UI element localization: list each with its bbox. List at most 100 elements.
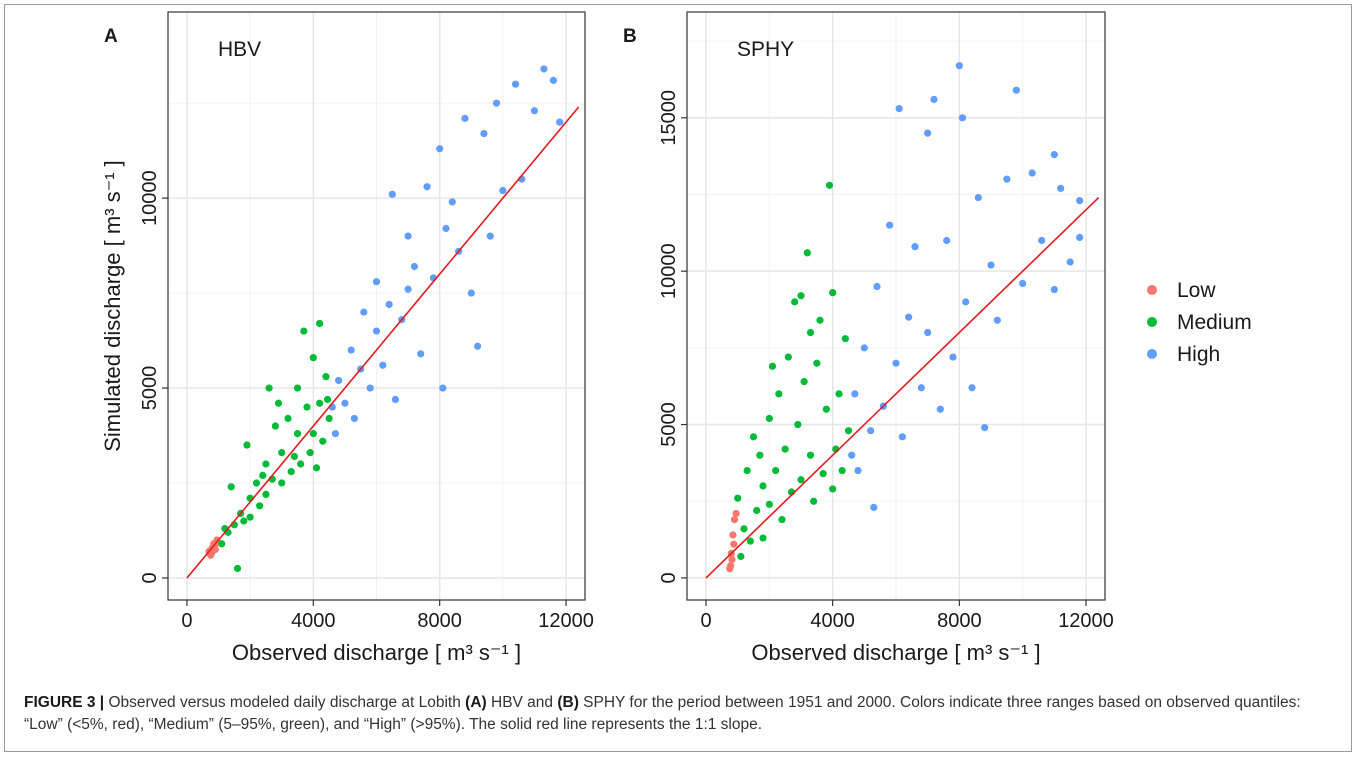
point <box>936 405 944 413</box>
point <box>486 232 494 240</box>
caption-ref: (A) <box>465 694 487 711</box>
point <box>284 414 292 423</box>
point <box>246 513 254 521</box>
x-tick-label: 12000 <box>538 610 594 632</box>
point <box>556 118 564 126</box>
point <box>730 540 738 548</box>
point <box>256 502 264 510</box>
point <box>873 282 881 291</box>
point <box>829 289 837 297</box>
point <box>775 390 783 398</box>
x-tick-label: 12000 <box>1058 610 1114 632</box>
point <box>746 537 754 545</box>
point <box>794 420 802 429</box>
x-tick-label: 0 <box>700 610 711 632</box>
point <box>784 353 792 361</box>
y-tick-label: 5000 <box>658 402 680 447</box>
point <box>841 335 849 343</box>
figure-frame <box>4 4 1352 752</box>
point <box>227 483 235 491</box>
point <box>943 236 951 245</box>
point <box>316 399 324 407</box>
point <box>753 506 761 515</box>
point <box>372 327 381 335</box>
point <box>765 500 773 508</box>
series-medium <box>734 181 853 561</box>
point <box>309 430 317 438</box>
point <box>993 316 1001 324</box>
point <box>262 460 270 468</box>
x-tick-label: 0 <box>181 610 192 632</box>
point <box>844 427 853 435</box>
point <box>278 449 286 457</box>
point <box>297 460 305 468</box>
legend-swatch <box>1147 285 1157 295</box>
y-tick-label: 0 <box>139 572 161 583</box>
point <box>759 482 767 490</box>
point <box>243 441 251 449</box>
point <box>958 114 967 122</box>
point <box>743 466 751 475</box>
point <box>729 531 737 539</box>
x-tick-label: 8000 <box>417 610 462 632</box>
point <box>461 114 469 122</box>
point <box>829 485 837 493</box>
point <box>300 327 308 335</box>
legend-label: Medium <box>1177 311 1252 334</box>
point <box>987 261 995 269</box>
point <box>1003 175 1011 183</box>
point <box>287 468 295 476</box>
point <box>423 183 431 191</box>
point <box>810 497 818 505</box>
plot-border <box>686 11 1106 601</box>
point <box>322 373 330 381</box>
point <box>366 384 374 392</box>
point <box>1038 236 1046 245</box>
point <box>252 479 261 487</box>
point <box>930 95 938 104</box>
point <box>467 289 475 297</box>
point <box>781 445 789 453</box>
x-tick-label: 4000 <box>810 610 855 632</box>
point <box>404 285 412 293</box>
point <box>530 107 539 115</box>
point <box>867 427 875 435</box>
point <box>410 262 419 271</box>
point <box>278 479 286 487</box>
point <box>334 376 343 385</box>
point <box>1066 258 1074 266</box>
point <box>806 328 815 337</box>
point <box>442 224 450 233</box>
caption-text: HBV and <box>486 694 558 711</box>
point <box>822 405 830 413</box>
panel-title: SPHY <box>737 38 794 61</box>
point <box>803 249 811 257</box>
x-tick-label: 8000 <box>937 610 982 632</box>
point <box>347 346 355 354</box>
y-tick-label: 10000 <box>139 170 161 226</box>
point <box>892 359 900 367</box>
caption: FIGURE 3 | Observed versus modeled daily… <box>24 692 1334 736</box>
point <box>391 395 400 404</box>
caption-ref: (B) <box>557 694 579 711</box>
point <box>417 350 425 358</box>
point <box>1050 285 1058 294</box>
point <box>806 451 815 459</box>
point <box>323 395 332 404</box>
point <box>886 221 894 229</box>
caption-label: FIGURE 3 | <box>24 694 105 711</box>
point <box>1028 169 1036 177</box>
point <box>740 525 748 533</box>
legend-swatch <box>1147 317 1157 327</box>
point <box>749 433 758 441</box>
point <box>350 414 358 423</box>
point <box>540 65 548 73</box>
point <box>218 540 226 548</box>
point <box>974 193 982 202</box>
point <box>797 292 805 300</box>
point <box>734 494 742 502</box>
y-tick-label: 10000 <box>658 243 680 299</box>
point <box>473 342 482 350</box>
point <box>756 451 764 459</box>
